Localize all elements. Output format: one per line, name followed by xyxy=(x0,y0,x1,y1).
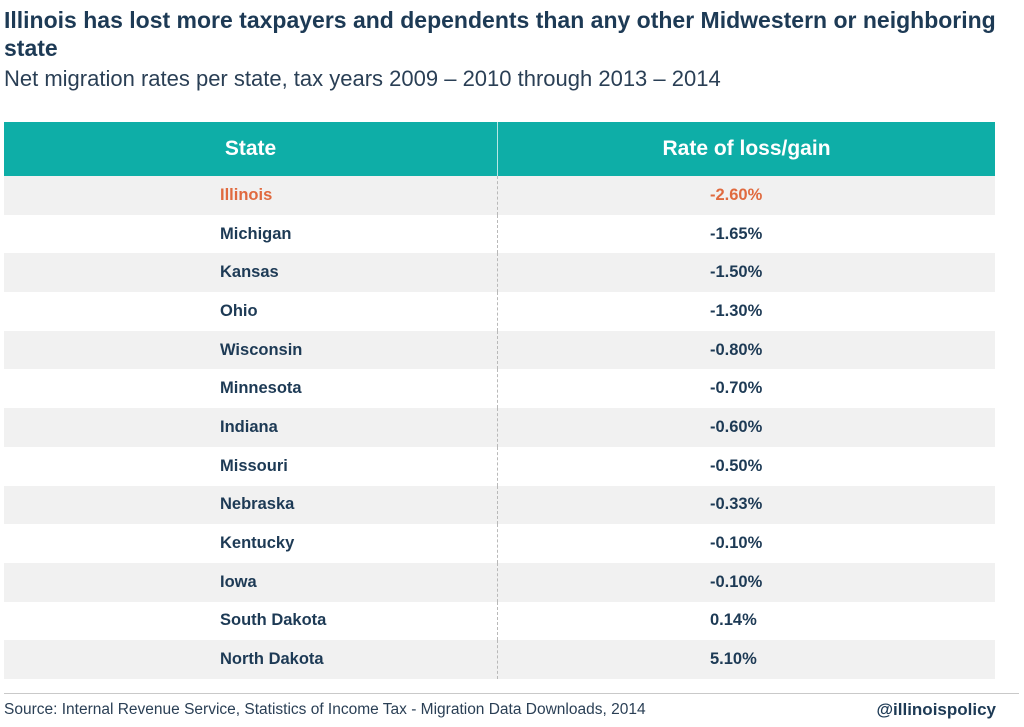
rate-cell: -1.65% xyxy=(710,224,763,243)
rate-cell: -1.30% xyxy=(710,301,763,320)
state-cell: Illinois xyxy=(4,176,498,215)
table-row: Michigan -1.65% xyxy=(4,214,995,254)
state-cell: Ohio xyxy=(4,292,498,331)
table-row: Iowa -0.10% xyxy=(4,562,995,602)
table-row: Illinois -2.60% xyxy=(4,176,995,215)
rate-cell: -0.60% xyxy=(710,417,763,436)
rate-cell: -0.80% xyxy=(710,340,763,359)
table-row: Kansas -1.50% xyxy=(4,253,995,293)
rate-cell: -0.10% xyxy=(710,572,763,591)
rate-cell: -0.50% xyxy=(710,456,763,475)
rate-cell: -0.70% xyxy=(710,379,763,398)
state-cell: Missouri xyxy=(4,446,498,486)
table-row: Indiana -0.60% xyxy=(4,408,995,447)
table-body: Illinois -2.60% Michigan -1.65% Kansas -1.50%… xyxy=(4,176,995,679)
rate-cell: -0.10% xyxy=(710,534,763,553)
table-row: Ohio -1.30% xyxy=(4,292,995,331)
table-row: Minnesota -0.70% xyxy=(4,369,995,409)
chart-title: Illinois has lost more taxpayers and dep… xyxy=(4,7,996,61)
state-cell: Nebraska xyxy=(4,485,498,525)
state-cell: Kentucky xyxy=(4,524,498,563)
chart-subtitle: Net migration rates per state, tax years… xyxy=(4,66,721,91)
social-handle: @illinoispolicy xyxy=(876,700,996,719)
table-header: State Rate of loss/gain xyxy=(4,122,995,176)
table-row: Nebraska -0.33% xyxy=(4,485,995,525)
column-header-state: State xyxy=(4,122,498,176)
column-header-rate: Rate of loss/gain xyxy=(662,137,831,160)
migration-table: State Rate of loss/gain Illinois -2.60% Mi… xyxy=(4,122,995,679)
state-cell: North Dakota xyxy=(4,640,498,679)
source-note: Source: Internal Revenue Service, Statis… xyxy=(4,701,646,718)
rate-cell: 0.14% xyxy=(710,611,757,630)
state-cell: Indiana xyxy=(4,408,498,447)
rate-cell: -2.60% xyxy=(710,185,763,204)
state-cell: Minnesota xyxy=(4,369,498,409)
table-row: Missouri -0.50% xyxy=(4,446,995,486)
state-cell: South Dakota xyxy=(4,601,498,641)
state-cell: Iowa xyxy=(4,562,498,602)
footer-divider xyxy=(4,693,1019,694)
state-cell: Kansas xyxy=(4,253,498,293)
rate-cell: -1.50% xyxy=(710,263,763,282)
state-cell: Michigan xyxy=(4,214,498,254)
table-row: Wisconsin -0.80% xyxy=(4,330,995,370)
table-row: South Dakota 0.14% xyxy=(4,601,995,641)
table-row: Kentucky -0.10% xyxy=(4,524,995,563)
table-row: North Dakota 5.10% xyxy=(4,640,995,679)
rate-cell: -0.33% xyxy=(710,495,763,514)
rate-cell: 5.10% xyxy=(710,650,757,669)
state-cell: Wisconsin xyxy=(4,330,498,370)
